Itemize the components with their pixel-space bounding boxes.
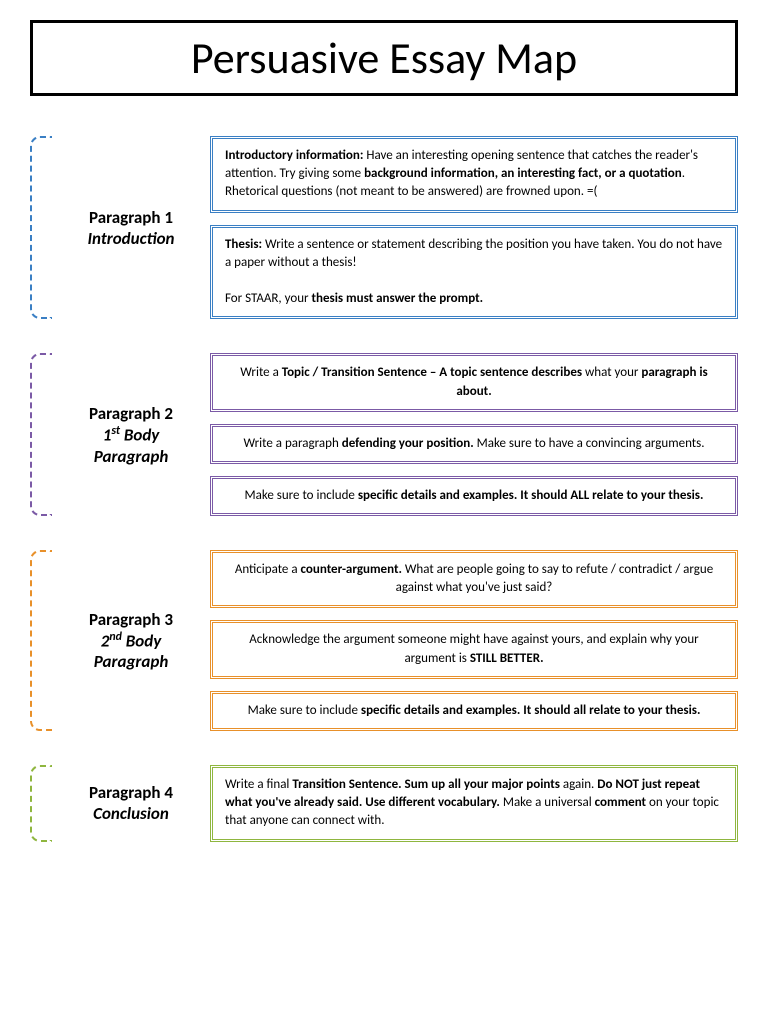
content-box: Make sure to include specific details an… [210,476,738,516]
bracket [30,353,52,516]
page-title: Persuasive Essay Map [191,31,577,85]
boxes-group: Write a final Transition Sentence. Sum u… [210,765,738,842]
content-box: Write a final Transition Sentence. Sum u… [210,765,738,842]
boxes-group: Introductory information: Have an intere… [210,136,738,319]
label-title: Paragraph 1 [70,207,192,228]
section-para4: Paragraph 4Conclusion Write a final Trans… [30,765,738,842]
label-subtitle: 1st Body Paragraph [70,424,192,467]
section-para1: Paragraph 1Introduction Introductory info… [30,136,738,319]
bracket [30,136,52,319]
content-box: Thesis: Write a sentence or statement de… [210,225,738,320]
section-para2: Paragraph 21st Body ParagraphWrite a Top… [30,353,738,516]
label-title: Paragraph 4 [70,782,192,803]
content-box: Write a Topic / Transition Sentence – A … [210,353,738,411]
label-title: Paragraph 3 [70,609,192,630]
content-box: Anticipate a counter-argument. What are … [210,550,738,608]
sections-container: Paragraph 1Introduction Introductory info… [30,136,738,842]
label-subtitle: Introduction [70,228,192,249]
boxes-group: Write a Topic / Transition Sentence – A … [210,353,738,516]
boxes-group: Anticipate a counter-argument. What are … [210,550,738,731]
content-box: Introductory information: Have an intere… [210,136,738,213]
label-subtitle: Conclusion [70,803,192,824]
section-label: Paragraph 32nd Body Paragraph [66,609,196,673]
bracket [30,765,52,842]
section-label: Paragraph 21st Body Paragraph [66,403,196,467]
section-label: Paragraph 1Introduction [66,207,196,249]
bracket [30,550,52,731]
content-box: Make sure to include specific details an… [210,691,738,731]
content-box: Acknowledge the argument someone might h… [210,620,738,678]
label-title: Paragraph 2 [70,403,192,424]
section-label: Paragraph 4Conclusion [66,782,196,824]
label-subtitle: 2nd Body Paragraph [70,630,192,673]
title-box: Persuasive Essay Map [30,20,738,96]
section-para3: Paragraph 32nd Body ParagraphAnticipate … [30,550,738,731]
content-box: Write a paragraph defending your positio… [210,424,738,464]
